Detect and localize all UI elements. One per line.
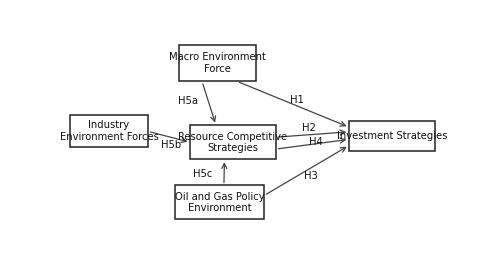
- Text: H1: H1: [290, 95, 304, 105]
- Text: H2: H2: [302, 124, 316, 133]
- Text: Investment Strategies: Investment Strategies: [336, 131, 447, 141]
- FancyBboxPatch shape: [190, 125, 276, 159]
- Text: Macro Environment
Force: Macro Environment Force: [169, 53, 266, 74]
- Text: H5a: H5a: [178, 96, 198, 106]
- FancyBboxPatch shape: [179, 45, 256, 81]
- Text: H5c: H5c: [193, 169, 212, 179]
- Text: H3: H3: [304, 171, 318, 181]
- Text: Resource Competitive
Strategies: Resource Competitive Strategies: [178, 132, 288, 153]
- Text: H5b: H5b: [161, 140, 181, 150]
- FancyBboxPatch shape: [175, 185, 264, 219]
- FancyBboxPatch shape: [70, 115, 148, 147]
- Text: Oil and Gas Policy
Environment: Oil and Gas Policy Environment: [174, 192, 264, 213]
- Text: H4: H4: [310, 137, 323, 147]
- FancyBboxPatch shape: [349, 121, 434, 151]
- Text: Industry
Environment Forces: Industry Environment Forces: [60, 120, 158, 142]
